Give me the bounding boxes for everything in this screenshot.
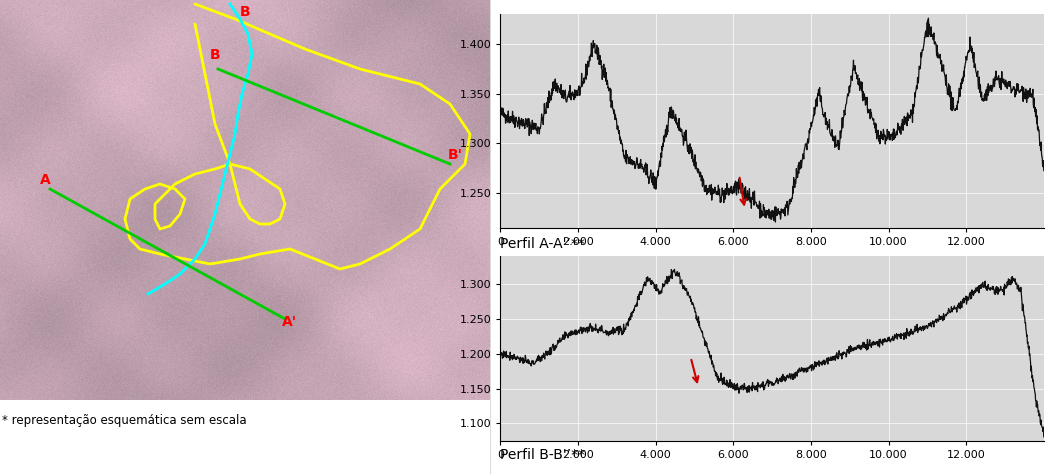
Text: * representação esquemática sem escala: * representação esquemática sem escala [2,414,247,427]
Text: A: A [40,173,50,187]
Text: B': B' [448,148,463,162]
Text: 14.0: 14.0 [1048,253,1049,263]
Text: 14.0: 14.0 [1048,463,1049,473]
Text: A': A' [282,315,298,329]
Text: Perfil A-A'’**: Perfil A-A'’** [500,237,585,251]
Text: B: B [239,5,251,19]
Text: Perfil B-B'’**: Perfil B-B'’** [500,448,585,462]
Text: B: B [210,48,220,62]
